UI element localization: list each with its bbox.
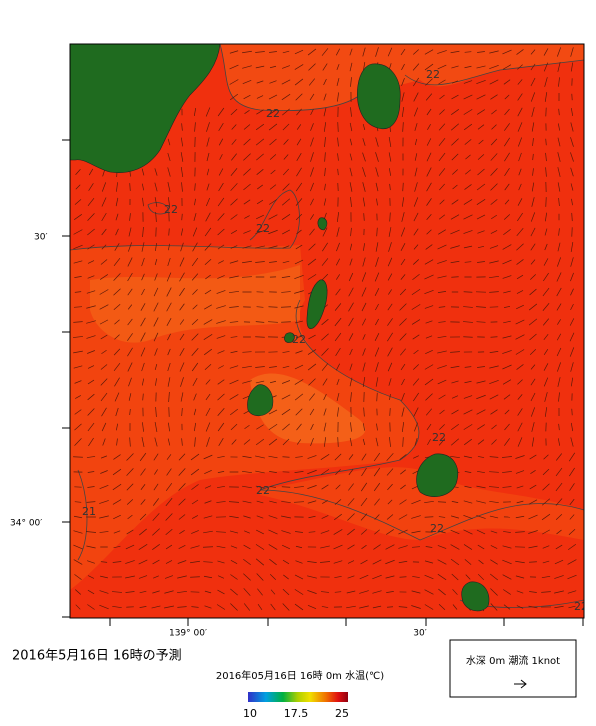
colorbar-title: 2016年05月16日 16時 0m 水温(℃)	[216, 669, 384, 682]
lon-label: 139° 00′	[169, 629, 207, 639]
legend-box	[450, 640, 576, 697]
contour-label: 22	[430, 522, 444, 535]
colorbar-tick-label: 10	[243, 707, 257, 720]
legend-label: 水深 0m 潮流 1knot	[466, 654, 560, 667]
page-title: 2016年5月16日 16時の予測	[12, 649, 182, 664]
contour-label: 22	[266, 107, 280, 120]
contour-label: 22	[256, 222, 270, 235]
lon-label: 30′	[413, 629, 427, 639]
contour-label: 21	[82, 505, 96, 518]
contour-label: 22	[432, 431, 446, 444]
lat-label: 30′	[34, 233, 48, 243]
contour-label: 22	[164, 203, 178, 216]
contour-label: 22	[574, 600, 588, 613]
island	[318, 218, 327, 230]
colorbar-ticks: 10 17.5 25	[243, 707, 349, 720]
lat-label: 34° 00′	[10, 519, 42, 529]
colorbar-tick-label: 25	[335, 707, 349, 720]
map-area: 22 22 22 22 22 22 22 22 21 22	[70, 44, 588, 618]
contour-label: 22	[426, 68, 440, 81]
contour-label: 22	[292, 333, 306, 346]
colorbar-tick-label: 17.5	[284, 707, 309, 720]
colorbar	[248, 692, 348, 702]
contour-label: 22	[256, 484, 270, 497]
